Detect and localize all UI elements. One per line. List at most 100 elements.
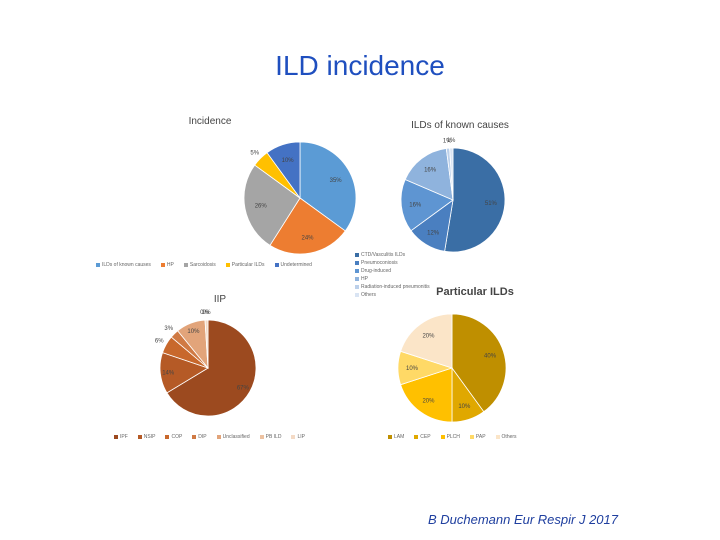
legend-swatch: [96, 262, 100, 267]
pie-slice-label: 35%: [330, 178, 343, 184]
legend-swatch: [355, 276, 359, 281]
legend-item: NSIP: [137, 434, 156, 440]
pie-slice-label: 6%: [155, 339, 164, 345]
pie-slice-shape: [400, 367, 453, 423]
pie-slice-1: 40%: [451, 313, 507, 413]
pie-slice-label: 3%: [164, 326, 173, 332]
pie-slice-6: 1%: [447, 138, 456, 201]
pie-slice-4: 16%: [404, 147, 454, 201]
legend-item: PAP: [469, 434, 486, 440]
legend-label: HP: [361, 276, 368, 282]
pie-slice-label: 5%: [250, 151, 259, 157]
pie-slice-shape: [166, 319, 257, 417]
legend-swatch: [495, 434, 500, 439]
legend-item: Others: [355, 292, 475, 298]
chart-particular: Particular ILDs 40% 10% 20% 10% 20% LAM CEP PL…: [380, 282, 570, 452]
legend-swatch: [114, 434, 118, 439]
legend-swatch: [165, 434, 170, 439]
pie-slice-label: 1%: [443, 138, 452, 144]
pie-slice-7: 1%: [202, 310, 211, 369]
pie-slice-label: 40%: [484, 354, 497, 360]
legend-label: LIP: [297, 434, 305, 440]
pie-slice-label: 12%: [427, 230, 440, 236]
legend-swatch: [355, 292, 359, 297]
pie-slice-label: 16%: [409, 202, 422, 208]
legend-swatch: [469, 434, 474, 439]
legend-label: CTD/Vasculitis ILDs: [361, 252, 406, 258]
pie-slice-label: 0%: [200, 310, 209, 316]
legend-swatch: [259, 434, 264, 439]
legend-swatch: [225, 262, 230, 267]
pie-slice-5: 10%: [266, 141, 301, 200]
pie-slice-1: 51%: [444, 147, 506, 253]
legend-item: PLCH: [440, 434, 460, 440]
slide-title: ILD incidence: [275, 50, 445, 81]
chart-title: Incidence: [188, 116, 232, 127]
chart-legend: CTD/Vasculitis ILDs Pneumoconiosis Drug-in…: [355, 252, 595, 300]
chart-incidence: Incidence 35% 24% 26% 5% 10% ILDs of known c…: [90, 112, 357, 282]
legend-swatch: [355, 252, 359, 257]
pie-slice-shape: [204, 319, 209, 369]
legend-item: CTD/Vasculitis ILDs: [355, 252, 475, 258]
chart-title: Particular ILDs: [436, 286, 514, 298]
pie-slice-shape: [451, 313, 507, 413]
pie-slice-shape: [444, 147, 506, 253]
chart-legend: IPF NSIP COP DIP Unclassified PB ILD LIP: [114, 434, 354, 440]
legend-label: Radiation-induced pneumonitis: [361, 284, 430, 290]
chart-known-causes: ILDs of known causes 51% 12% 16% 16% 1% 1% CT…: [345, 112, 575, 298]
pie-slice-3: 20%: [400, 367, 453, 423]
pie-slice-label: 1%: [202, 310, 211, 316]
pie-slice-label: 20%: [422, 334, 435, 340]
pie-slice-shape: [299, 141, 357, 232]
legend-item: Particular ILDs: [225, 262, 265, 268]
pie-slice-shape: [400, 313, 453, 369]
legend-label: Undetermined: [280, 262, 312, 268]
legend-item: Drug-induced: [355, 268, 475, 274]
legend-item: Others: [495, 434, 517, 440]
pie-slice-5: 20%: [400, 313, 453, 369]
pie-slice-shape: [449, 147, 454, 201]
pie-slice-shape: [266, 141, 301, 200]
pie-slice-label: 10%: [187, 329, 200, 335]
pie-chart: 67% 14% 6% 3% 10% 0%1%: [155, 310, 257, 417]
pie-slice-label: 1%: [447, 138, 456, 144]
pie-slice-label: 24%: [301, 235, 314, 241]
pie-chart: 35% 24% 26% 5% 10%: [243, 141, 357, 255]
legend-swatch: [183, 262, 188, 267]
legend-swatch: [192, 434, 197, 439]
pie-slice-label: 14%: [162, 370, 175, 376]
pie-chart: 51% 12% 16% 16% 1%1%: [400, 138, 506, 253]
legend-swatch: [355, 260, 359, 265]
pie-slice-shape: [400, 178, 454, 232]
legend-label: LAM: [394, 434, 405, 440]
pie-slice-3: 26%: [243, 164, 301, 246]
legend-label: PB ILD: [265, 434, 282, 440]
legend-label: Others: [361, 292, 377, 298]
legend-item: Pneumoconiosis: [355, 260, 475, 266]
legend-label: COP: [171, 434, 183, 440]
legend-swatch: [414, 434, 419, 439]
pie-slice-label: 16%: [424, 168, 437, 174]
legend-item: PB ILD: [259, 434, 282, 440]
chart-legend: ILDs of known causes HP Sarcoidosis Particu…: [96, 262, 336, 268]
pie-slice-shape: [269, 197, 346, 255]
legend-item: Unclassified: [216, 434, 250, 440]
legend-label: PLCH: [446, 434, 460, 440]
legend-label: NSIP: [143, 434, 156, 440]
legend-label: ILDs of known causes: [102, 262, 151, 268]
chart-title: ILDs of known causes: [411, 120, 509, 131]
pie-slice-label: 67%: [237, 386, 250, 392]
legend-item: LAM: [388, 434, 404, 440]
chart-legend: LAM CEP PLCH PAP Others: [388, 434, 578, 440]
legend-item: LIP: [291, 434, 305, 440]
pie-slice-1: 35%: [299, 141, 357, 232]
legend-item: Sarcoidosis: [183, 262, 216, 268]
legend-item: DIP: [192, 434, 207, 440]
legend-label: Pneumoconiosis: [361, 260, 398, 266]
legend-swatch: [440, 434, 445, 439]
legend-label: Particular ILDs: [231, 262, 265, 268]
legend-swatch: [137, 434, 142, 439]
legend-label: Drug-induced: [361, 268, 392, 274]
legend-item: IPF: [114, 434, 128, 440]
pie-slice-label: 26%: [255, 203, 268, 209]
